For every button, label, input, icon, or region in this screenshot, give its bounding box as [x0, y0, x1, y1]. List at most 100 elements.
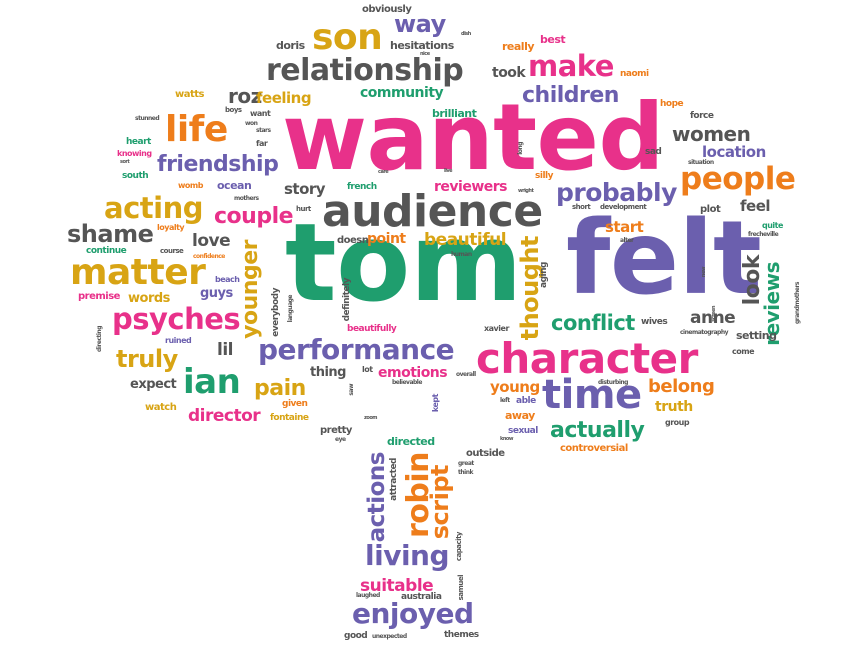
word-tom: tom: [285, 201, 522, 326]
word-love: love: [192, 231, 231, 251]
word-kept: kept: [431, 394, 440, 413]
word-couple: couple: [214, 204, 294, 229]
word-left: left: [500, 397, 510, 404]
word-sexual: sexual: [508, 426, 538, 436]
word-force: force: [690, 111, 714, 121]
word-felt: felt: [566, 199, 762, 318]
word-loyalty: loyalty: [157, 223, 185, 232]
word-really: really: [502, 40, 535, 53]
word-boys: boys: [225, 106, 242, 114]
word-heart: heart: [126, 137, 151, 147]
word-doris: doris: [276, 39, 305, 52]
word-care: care: [378, 169, 389, 175]
word-womb: womb: [178, 181, 203, 190]
word-far: far: [256, 139, 268, 148]
word-everybody: everybody: [271, 288, 281, 337]
word-screen: screen: [711, 306, 717, 322]
word-outside: outside: [466, 448, 505, 459]
word-eye: eye: [335, 436, 346, 443]
word-women: women: [672, 122, 751, 146]
word-saw: saw: [348, 384, 355, 396]
word-situation: situation: [688, 159, 714, 166]
word-young: young: [490, 378, 540, 396]
word-course: course: [160, 247, 184, 255]
word-won: won: [245, 120, 258, 127]
word-great: great: [458, 460, 474, 467]
word-directing: directing: [96, 326, 103, 352]
word-guys: guys: [200, 286, 233, 301]
word-development: development: [600, 203, 647, 211]
word-truly: truly: [116, 345, 178, 373]
word-way: way: [394, 10, 446, 38]
word-life: life: [165, 109, 228, 150]
word-reviewers: reviewers: [434, 179, 508, 195]
word-sort: sort: [120, 159, 130, 165]
word-audience: audience: [322, 186, 543, 237]
word-time: time: [542, 372, 642, 418]
word-zoom: zoom: [364, 415, 378, 421]
word-thing: thing: [310, 365, 347, 380]
word-nice: nice: [420, 51, 430, 57]
word-performance: performance: [258, 333, 455, 366]
word-grandmothers: grandmothers: [794, 282, 801, 324]
word-feel: feel: [740, 197, 771, 215]
word-short: short: [572, 203, 591, 211]
word-script: script: [426, 465, 454, 540]
word-capacity: capacity: [455, 532, 463, 562]
word-attracted: attracted: [389, 458, 399, 501]
word-confidence: confidence: [193, 253, 225, 260]
word-hurt: hurt: [296, 205, 311, 213]
word-disturbing: disturbing: [598, 379, 628, 386]
word-matter: matter: [70, 252, 206, 293]
word-know: know: [500, 436, 513, 442]
word-stars: stars: [256, 127, 271, 134]
word-younger: younger: [238, 240, 263, 339]
word-frecheville: frecheville: [748, 231, 779, 238]
word-people: people: [680, 161, 796, 197]
word-samuel: samuel: [457, 575, 465, 601]
word-themes: themes: [444, 630, 479, 640]
word-doesn: doesn: [337, 235, 369, 246]
word-thought: thought: [516, 236, 544, 341]
word-quite: quite: [762, 221, 783, 230]
word-aging: aging: [539, 262, 549, 288]
word-wives: wives: [641, 317, 668, 327]
word-obviously: obviously: [362, 4, 412, 15]
word-dish: dish: [461, 31, 471, 37]
word-beautifully: beautifully: [347, 324, 397, 334]
word-best: best: [540, 33, 566, 46]
word-actions: actions: [364, 452, 390, 543]
word-point: point: [367, 231, 406, 247]
word-anne: anne: [690, 308, 736, 328]
word-story: story: [284, 180, 326, 198]
word-premise: premise: [78, 291, 120, 302]
word-group: group: [665, 418, 690, 427]
word-new: new: [701, 267, 707, 278]
word-probably: probably: [556, 178, 677, 207]
word-australia: australia: [401, 592, 442, 602]
word-suitable: suitable: [360, 576, 434, 596]
word-able: able: [516, 396, 536, 406]
word-plot: plot: [700, 204, 721, 215]
word-watts: watts: [175, 89, 205, 100]
word-naomi: naomi: [620, 69, 649, 79]
word-language: language: [287, 295, 294, 323]
word-believable: believable: [392, 379, 422, 386]
word-pretty: pretty: [320, 425, 352, 436]
word-south: south: [122, 171, 149, 181]
word-definitely: definitely: [342, 278, 352, 322]
word-think: think: [458, 469, 473, 476]
word-long: long: [517, 142, 524, 155]
word-live: live: [444, 168, 453, 174]
word-hesitations: hesitations: [390, 39, 454, 52]
word-son: son: [312, 17, 383, 58]
word-laughed: laughed: [356, 592, 380, 599]
word-alter: alter: [620, 237, 634, 244]
word-belong: belong: [648, 376, 715, 397]
word-truth: truth: [655, 399, 693, 415]
word-french: french: [347, 182, 377, 192]
word-relationship: relationship: [266, 53, 464, 88]
word-children: children: [522, 83, 619, 108]
word-emotions: emotions: [378, 365, 448, 381]
word-sad: sad: [645, 147, 662, 157]
